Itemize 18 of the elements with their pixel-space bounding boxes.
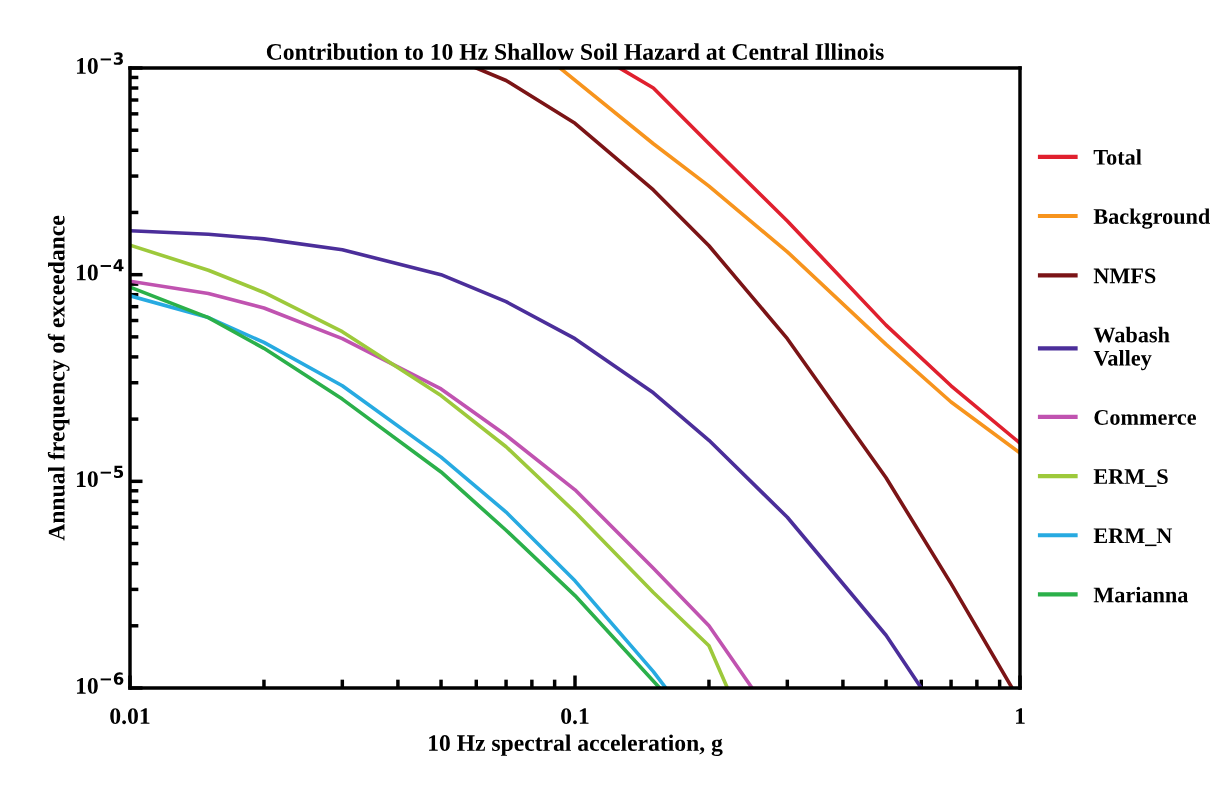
y-tick-label: 10$^{−5}$ xyxy=(76,465,124,488)
y-tick-label: 10$^{−3}$ xyxy=(76,52,123,74)
legend-label: Wabash Valley xyxy=(1093,326,1170,371)
legend-label: Background xyxy=(1093,208,1211,229)
legend-label: Total xyxy=(1093,149,1142,165)
legend-label: ERM_S xyxy=(1093,469,1168,487)
legend-label: Marianna xyxy=(1093,586,1189,603)
y-tick-label: 10$^{−6}$ xyxy=(76,672,124,694)
legend-label: NMFS xyxy=(1093,268,1156,284)
y-tick-label: 10$^{−4}$ xyxy=(76,259,124,281)
x-tick-label: 0.01 xyxy=(110,708,150,725)
x-tick-label: 1 xyxy=(1015,708,1025,724)
x-tick-label: 0.1 xyxy=(561,708,589,725)
legend-label: Commerce xyxy=(1094,409,1196,425)
legend-label: ERM_N xyxy=(1093,528,1173,547)
x-axis-title: 10 Hz spectral acceleration, g xyxy=(429,734,723,757)
y-axis-title: Annual frequency of exceedance xyxy=(47,215,70,541)
chart-title: Contribution to 10 Hz Shallow Soil Hazard at Central Illinois xyxy=(266,43,884,60)
